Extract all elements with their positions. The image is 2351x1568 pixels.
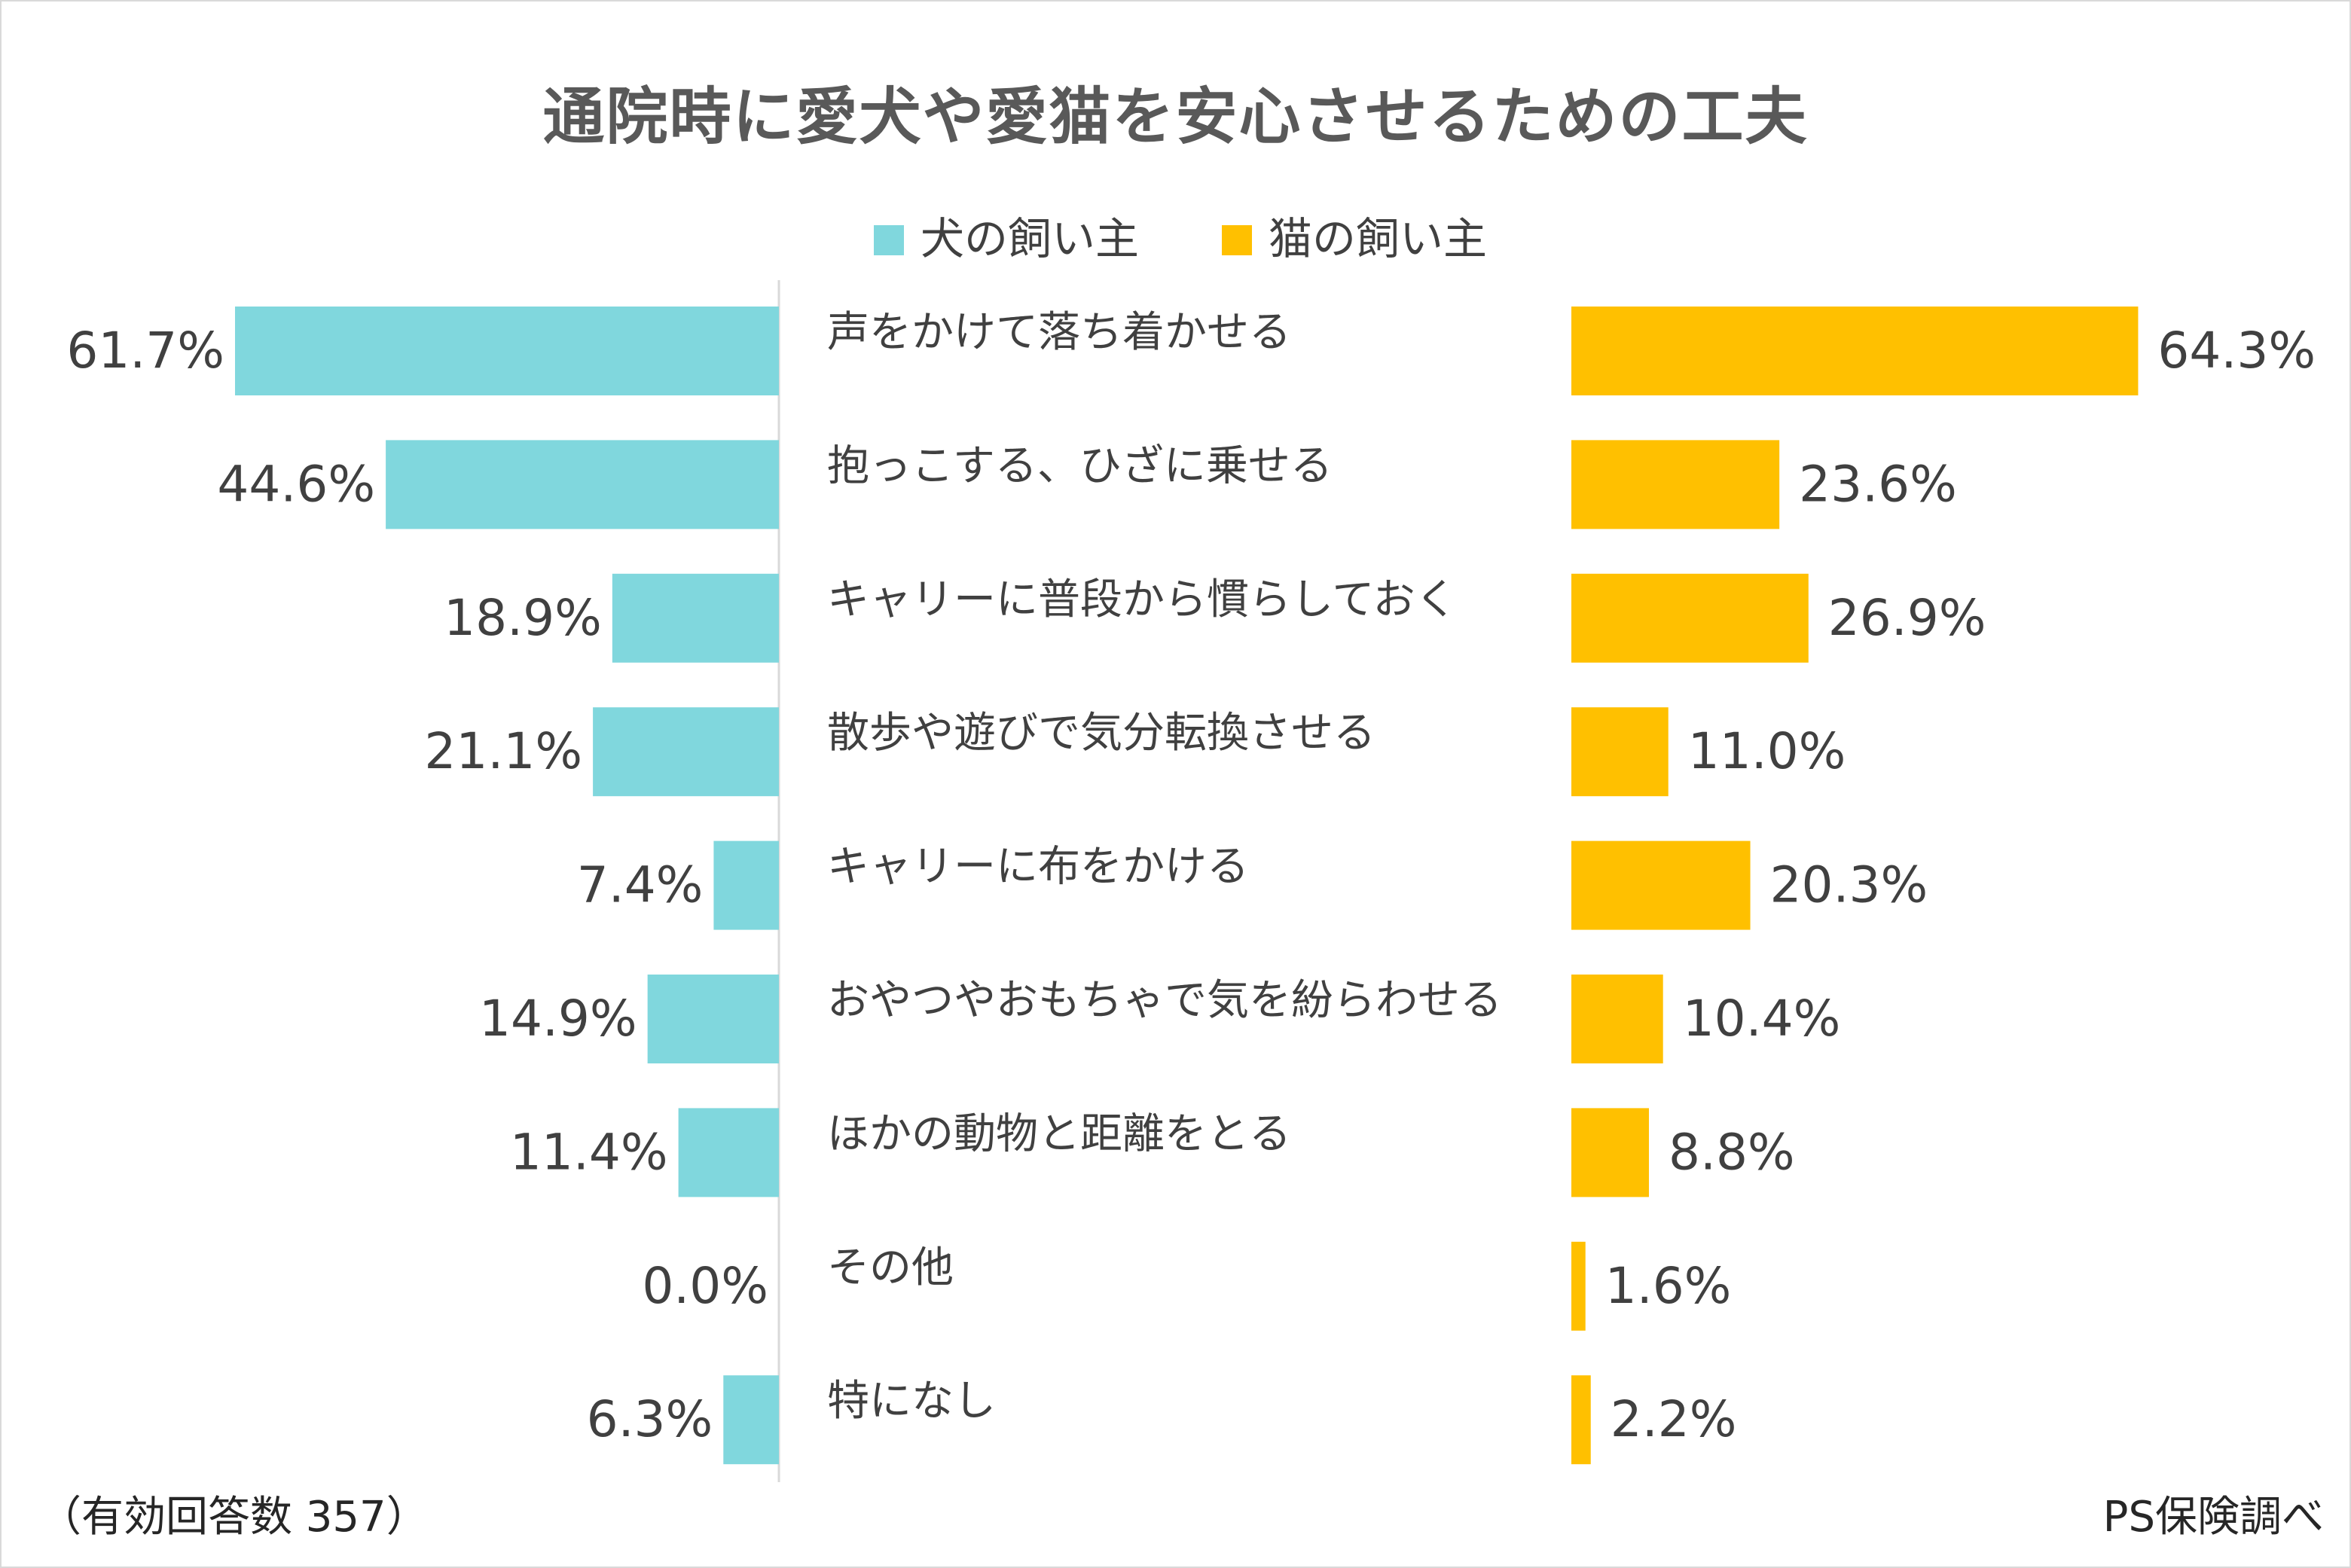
dog-bar <box>723 1375 779 1465</box>
legend-label-cat: 猫の飼い主 <box>1269 213 1488 264</box>
cat-bar <box>1571 440 1780 529</box>
dog-value-label: 18.9% <box>444 589 602 647</box>
category-label: キャリーに普段から慣らしておく <box>827 575 1458 624</box>
cat-bar <box>1571 1241 1586 1331</box>
cat-bar <box>1571 573 1809 663</box>
dog-bar <box>386 440 779 529</box>
category-label: 散歩や遊びで気分転換させる <box>827 709 1375 758</box>
category-label: その他 <box>827 1243 954 1292</box>
category-label: おやつやおもちゃで気を紛らわせる <box>827 976 1502 1025</box>
category-label: ほかの動物と距離をとる <box>827 1109 1291 1158</box>
category-label: キャリーに布をかける <box>827 843 1249 892</box>
cat-value-label: 8.8% <box>1669 1123 1795 1181</box>
chart-title: 通院時に愛犬や愛猫を安心させるための工夫 <box>542 81 1809 153</box>
sample-size-note: （有効回答数 357） <box>39 1493 429 1542</box>
dog-value-label: 7.4% <box>577 856 704 914</box>
cat-bar <box>1571 1375 1591 1465</box>
legend-swatch-cat <box>1222 225 1252 255</box>
cat-bar <box>1571 707 1669 797</box>
cat-value-label: 23.6% <box>1799 455 1957 513</box>
cat-bar <box>1571 307 2139 395</box>
legend-label-dog: 犬の飼い主 <box>921 213 1140 264</box>
cat-value-label: 10.4% <box>1683 990 1841 1048</box>
dog-value-label: 61.7% <box>66 322 224 380</box>
dog-bar <box>713 840 779 930</box>
legend-item-dog: 犬の飼い主 <box>874 205 1139 265</box>
dog-bar <box>235 307 779 395</box>
dog-value-label: 14.9% <box>479 990 637 1048</box>
legend-item-cat: 猫の飼い主 <box>1222 205 1487 265</box>
dog-value-label: 44.6% <box>217 455 375 513</box>
cat-bar <box>1571 840 1751 930</box>
category-label: 特になし <box>827 1377 996 1426</box>
dog-value-label: 21.1% <box>424 722 582 780</box>
dog-bar <box>647 975 779 1063</box>
dog-bar <box>678 1108 779 1197</box>
cat-bar <box>1571 975 1663 1063</box>
source-credit: PS保険調べ <box>2102 1493 2324 1542</box>
dog-bar <box>593 707 779 797</box>
cat-value-label: 2.2% <box>1611 1390 1737 1448</box>
category-label: 抱っこする、ひざに乗せる <box>827 441 1333 490</box>
dog-bar <box>612 573 779 663</box>
dog-value-label: 0.0% <box>642 1257 768 1315</box>
cat-value-label: 20.3% <box>1770 856 1928 914</box>
dog-value-label: 6.3% <box>587 1390 713 1448</box>
cat-bar <box>1571 1108 1649 1197</box>
cat-value-label: 11.0% <box>1688 722 1846 780</box>
legend-swatch-dog <box>874 225 904 255</box>
cat-value-label: 64.3% <box>2157 322 2316 380</box>
chart-marks: 61.7% 声をかけて落ち着かせる 64.3% 44.6% 抱っこする、ひざに乗せる 23… <box>66 307 2316 1465</box>
dog-value-label: 11.4% <box>510 1123 668 1181</box>
category-label: 声をかけて落ち着かせる <box>827 308 1291 357</box>
cat-value-label: 26.9% <box>1828 589 1986 647</box>
cat-value-label: 1.6% <box>1605 1257 1732 1315</box>
